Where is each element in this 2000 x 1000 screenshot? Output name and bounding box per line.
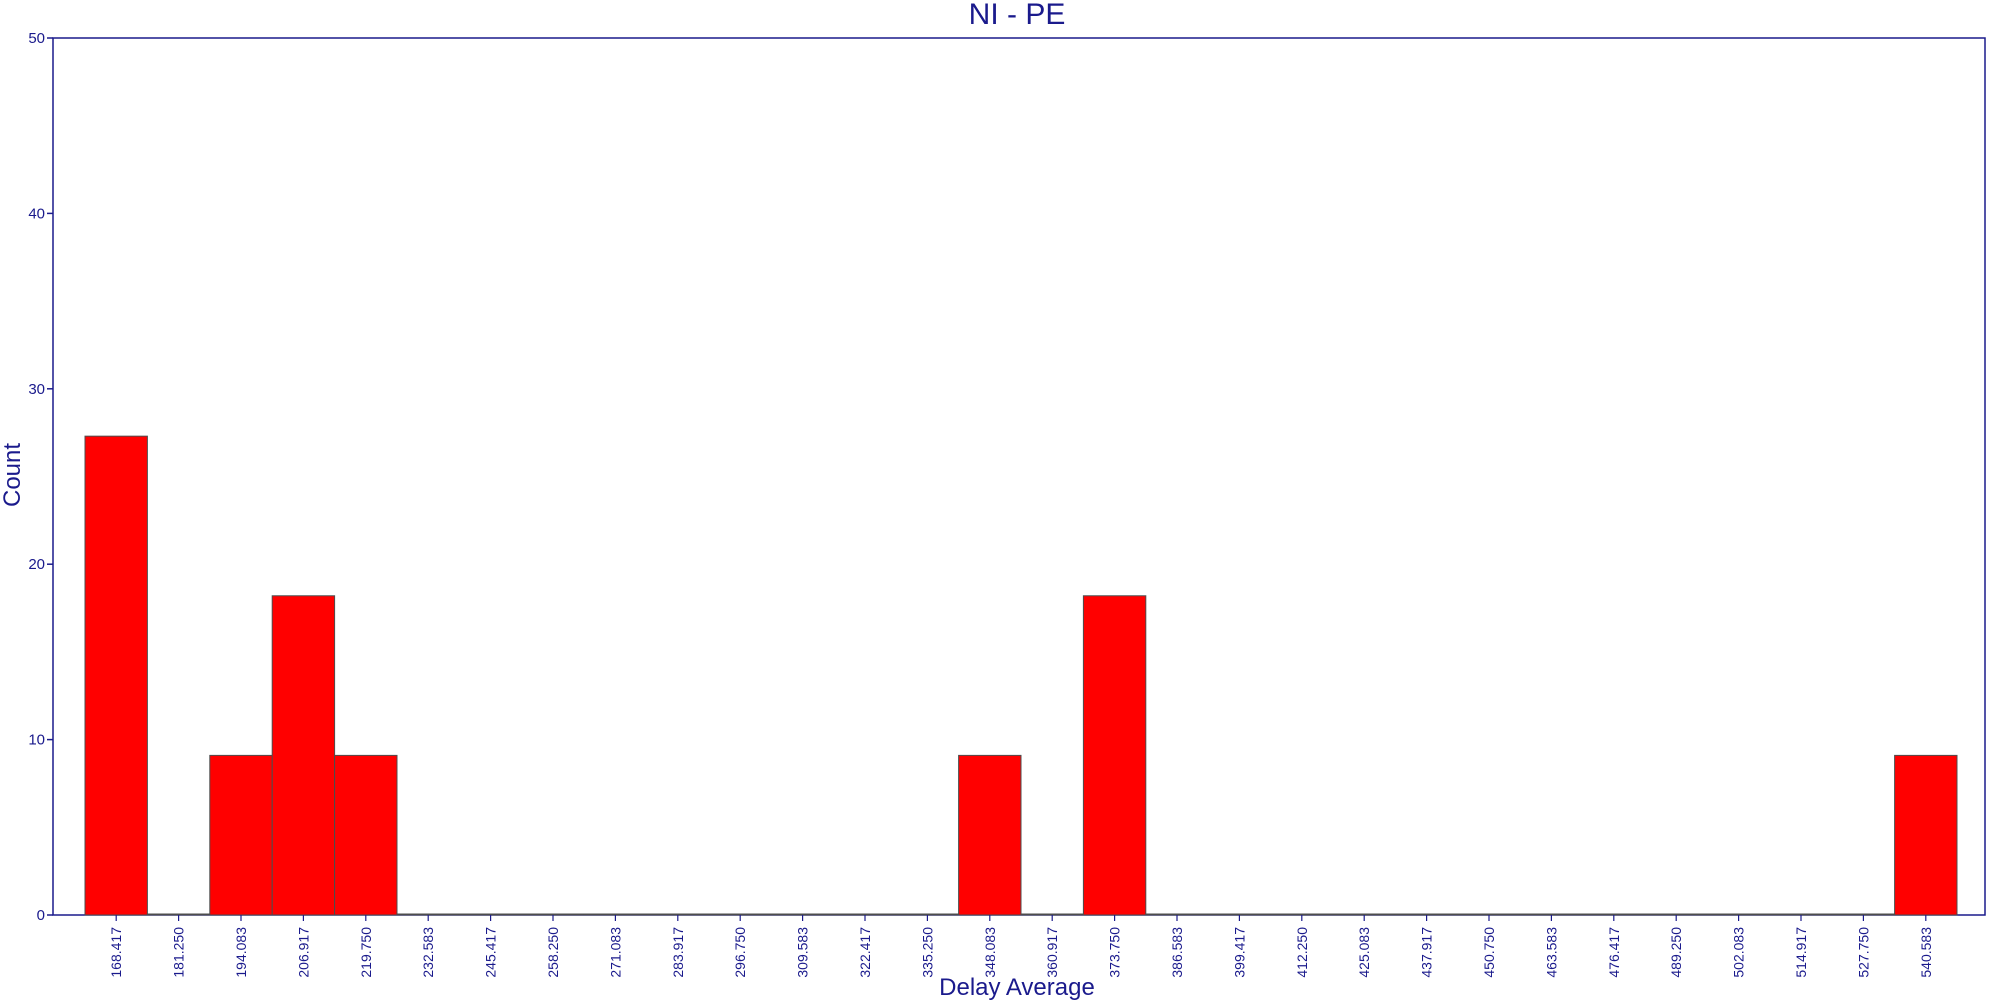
- x-tick-label: 437.917: [1419, 927, 1435, 978]
- bar-386.583: [1145, 913, 1209, 916]
- x-tick-label: 348.083: [982, 927, 998, 978]
- bars-group: [84, 435, 1958, 916]
- chart-title: NI - PE: [969, 0, 1066, 31]
- x-tick-label: 283.917: [670, 927, 686, 978]
- bar-271.083: [583, 913, 648, 916]
- x-tick-label: 309.583: [795, 927, 811, 978]
- bar-360.917: [1020, 913, 1084, 916]
- x-axis-label: Delay Average: [939, 974, 1095, 1000]
- bar-258.250: [521, 913, 585, 916]
- x-tick-label: 219.750: [358, 927, 374, 978]
- bar-322.417: [833, 913, 897, 916]
- bar-219.750: [334, 754, 398, 916]
- bar-348.083: [958, 754, 1022, 916]
- bar-335.250: [895, 913, 960, 916]
- bar-206.917: [271, 595, 336, 916]
- x-tick-label: 168.417: [108, 927, 124, 978]
- x-tick-label: 450.750: [1481, 927, 1497, 978]
- x-tick-label: 489.250: [1668, 927, 1684, 978]
- y-tick-label: 20: [28, 556, 45, 573]
- x-tick-label: 527.750: [1855, 927, 1871, 978]
- x-tick-label: 399.417: [1231, 927, 1247, 978]
- bar-437.917: [1394, 913, 1459, 916]
- x-tick-label: 502.083: [1731, 927, 1747, 978]
- bar-502.083: [1706, 913, 1771, 916]
- bar-232.583: [396, 913, 460, 916]
- x-axis-ticks: 168.417 181.250 194.083 206.917 219.750 232.5…: [108, 915, 1934, 978]
- bar-476.417: [1582, 913, 1646, 916]
- bar-463.583: [1519, 913, 1584, 916]
- x-tick-label: 245.417: [483, 927, 499, 978]
- x-tick-label: 322.417: [857, 927, 873, 978]
- bar-514.917: [1769, 913, 1833, 916]
- x-tick-label: 373.750: [1107, 927, 1123, 978]
- x-tick-label: 258.250: [545, 927, 561, 978]
- x-tick-label: 181.250: [171, 927, 187, 978]
- bar-540.583: [1894, 754, 1958, 916]
- y-axis-label: Count: [0, 443, 26, 507]
- x-tick-label: 412.250: [1294, 927, 1310, 978]
- bar-489.250: [1644, 913, 1708, 916]
- x-tick-label: 271.083: [607, 927, 623, 978]
- x-tick-label: 232.583: [420, 927, 436, 978]
- bar-245.417: [458, 913, 523, 916]
- bar-168.417: [84, 435, 148, 916]
- bar-412.250: [1270, 913, 1334, 916]
- x-tick-label: 540.583: [1918, 927, 1934, 978]
- y-tick-label: 40: [28, 205, 45, 222]
- y-tick-label: 0: [37, 907, 45, 924]
- bar-425.083: [1332, 913, 1396, 916]
- bar-283.917: [646, 913, 710, 916]
- y-tick-label: 10: [28, 732, 45, 749]
- x-tick-label: 476.417: [1606, 927, 1622, 978]
- x-tick-label: 360.917: [1044, 927, 1060, 978]
- x-tick-label: 335.250: [919, 927, 935, 978]
- x-tick-label: 425.083: [1356, 927, 1372, 978]
- y-axis-ticks: 0 10 20 30 40 50: [28, 30, 53, 924]
- bar-194.083: [209, 754, 273, 916]
- bar-450.750: [1457, 913, 1521, 916]
- x-tick-label: 206.917: [295, 927, 311, 978]
- x-tick-label: 194.083: [233, 927, 249, 978]
- x-tick-label: 514.917: [1793, 927, 1809, 978]
- bar-309.583: [770, 913, 835, 916]
- y-tick-label: 30: [28, 381, 45, 398]
- bar-296.750: [708, 913, 772, 916]
- x-tick-label: 296.750: [732, 927, 748, 978]
- bar-399.417: [1207, 913, 1272, 916]
- x-tick-label: 386.583: [1169, 927, 1185, 978]
- x-tick-label: 463.583: [1543, 927, 1559, 978]
- bar-181.250: [146, 913, 211, 916]
- y-tick-label: 50: [28, 30, 45, 47]
- bar-373.750: [1082, 595, 1147, 916]
- bar-527.750: [1831, 913, 1896, 916]
